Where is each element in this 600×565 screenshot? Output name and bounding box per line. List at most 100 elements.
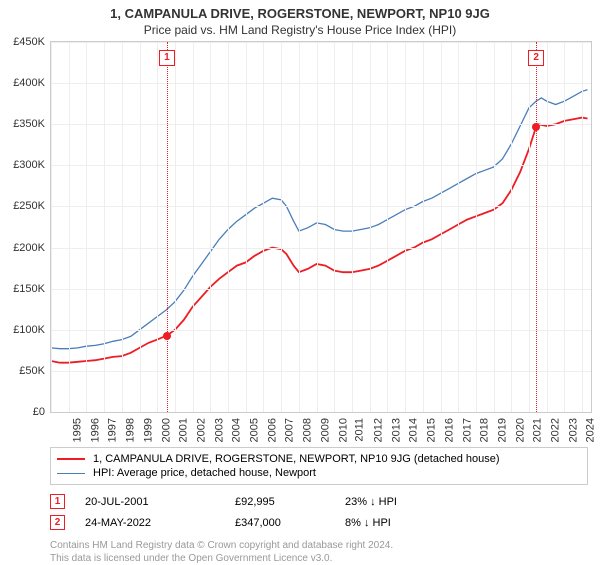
sale-row: 224-MAY-2022£347,0008% ↓ HPI xyxy=(50,512,588,533)
legend-label: HPI: Average price, detached house, Newp… xyxy=(93,467,316,479)
footer-attribution: Contains HM Land Registry data © Crown c… xyxy=(50,539,588,565)
x-axis-label: 2017 xyxy=(461,418,473,442)
x-axis-label: 2011 xyxy=(354,418,366,442)
gridline-v xyxy=(51,42,52,412)
x-axis-label: 2008 xyxy=(302,418,314,442)
x-axis-label: 2001 xyxy=(178,418,190,442)
sale-date: 20-JUL-2001 xyxy=(85,496,235,508)
gridline-h xyxy=(51,289,591,290)
gridline-v xyxy=(370,42,371,412)
sale-delta: 8% ↓ HPI xyxy=(345,517,455,529)
legend-swatch xyxy=(57,473,85,474)
legend-item: HPI: Average price, detached house, Newp… xyxy=(57,466,581,480)
gridline-v xyxy=(441,42,442,412)
gridline-v xyxy=(529,42,530,412)
gridline-v xyxy=(547,42,548,412)
y-axis-label: £200K xyxy=(0,242,45,254)
sale-marker-box: 2 xyxy=(528,50,544,66)
x-axis-label: 2019 xyxy=(496,418,508,442)
gridline-v xyxy=(564,42,565,412)
gridline-v xyxy=(104,42,105,412)
x-axis-label: 1995 xyxy=(71,418,83,442)
gridline-v xyxy=(387,42,388,412)
x-axis-label: 2003 xyxy=(213,418,225,442)
y-axis-label: £250K xyxy=(0,200,45,212)
gridline-v xyxy=(405,42,406,412)
sale-row-marker: 1 xyxy=(50,494,65,509)
x-axis-label: 1997 xyxy=(107,418,119,442)
x-axis-label: 2024 xyxy=(585,418,597,442)
y-axis-label: £100K xyxy=(0,324,45,336)
footer-line1: Contains HM Land Registry data © Crown c… xyxy=(50,539,588,552)
series-property xyxy=(51,118,588,363)
y-axis-label: £300K xyxy=(0,159,45,171)
sale-marker-line xyxy=(536,42,537,412)
gridline-v xyxy=(281,42,282,412)
line-series-svg xyxy=(51,42,591,412)
gridline-h xyxy=(51,165,591,166)
gridline-v xyxy=(228,42,229,412)
x-axis-label: 2018 xyxy=(479,418,491,442)
y-axis-label: £350K xyxy=(0,118,45,130)
chart-title: 1, CAMPANULA DRIVE, ROGERSTONE, NEWPORT,… xyxy=(0,0,600,21)
x-axis-label: 1996 xyxy=(89,418,101,442)
x-axis-label: 2006 xyxy=(266,418,278,442)
sale-date: 24-MAY-2022 xyxy=(85,517,235,529)
gridline-h xyxy=(51,371,591,372)
gridline-v xyxy=(210,42,211,412)
x-axis-label: 2004 xyxy=(231,418,243,442)
gridline-h xyxy=(51,124,591,125)
sale-marker-box: 1 xyxy=(159,50,175,66)
gridline-v xyxy=(69,42,70,412)
x-axis-label: 2016 xyxy=(443,418,455,442)
x-axis-label: 1998 xyxy=(125,418,137,442)
x-axis-label: 1999 xyxy=(142,418,154,442)
legend-item: 1, CAMPANULA DRIVE, ROGERSTONE, NEWPORT,… xyxy=(57,452,581,466)
chart-subtitle: Price paid vs. HM Land Registry's House … xyxy=(0,21,600,41)
gridline-v xyxy=(352,42,353,412)
x-axis-label: 2022 xyxy=(550,418,562,442)
sale-price: £92,995 xyxy=(235,496,345,508)
gridline-v xyxy=(246,42,247,412)
sale-marker-line xyxy=(167,42,168,412)
y-axis-label: £50K xyxy=(0,365,45,377)
gridline-v xyxy=(157,42,158,412)
gridline-v xyxy=(317,42,318,412)
x-axis-label: 2023 xyxy=(567,418,579,442)
gridline-v xyxy=(334,42,335,412)
x-axis-label: 2000 xyxy=(160,418,172,442)
gridline-v xyxy=(175,42,176,412)
x-axis-label: 2020 xyxy=(514,418,526,442)
gridline-v xyxy=(86,42,87,412)
gridline-h xyxy=(51,248,591,249)
sale-row-marker: 2 xyxy=(50,515,65,530)
gridline-h xyxy=(51,206,591,207)
x-axis-label: 2009 xyxy=(319,418,331,442)
sale-point xyxy=(163,332,171,340)
plot-area: £0£50K£100K£150K£200K£250K£300K£350K£400… xyxy=(50,41,592,413)
gridline-v xyxy=(476,42,477,412)
gridline-v xyxy=(140,42,141,412)
gridline-v xyxy=(423,42,424,412)
y-axis-label: £0 xyxy=(0,406,45,418)
x-axis-label: 2013 xyxy=(390,418,402,442)
y-axis-label: £400K xyxy=(0,77,45,89)
legend-swatch xyxy=(57,458,85,460)
gridline-h xyxy=(51,83,591,84)
legend: 1, CAMPANULA DRIVE, ROGERSTONE, NEWPORT,… xyxy=(50,447,588,485)
sale-row: 1 20-JUL-2001£92,99523% ↓ HPI xyxy=(50,491,588,512)
gridline-v xyxy=(582,42,583,412)
gridline-h xyxy=(51,42,591,43)
sales-table: 1 20-JUL-2001£92,99523% ↓ HPI 2 24-MAY-2022… xyxy=(50,491,588,533)
footer-line2: This data is licensed under the Open Gov… xyxy=(50,552,588,565)
chart-container: 1, CAMPANULA DRIVE, ROGERSTONE, NEWPORT,… xyxy=(0,0,600,560)
sale-point xyxy=(532,123,540,131)
gridline-v xyxy=(263,42,264,412)
y-axis-label: £150K xyxy=(0,283,45,295)
gridline-v xyxy=(122,42,123,412)
x-axis-label: 2012 xyxy=(372,418,384,442)
sale-delta: 23% ↓ HPI xyxy=(345,496,455,508)
x-axis-label: 2005 xyxy=(249,418,261,442)
y-axis-label: £450K xyxy=(0,36,45,48)
x-axis-label: 2007 xyxy=(284,418,296,442)
